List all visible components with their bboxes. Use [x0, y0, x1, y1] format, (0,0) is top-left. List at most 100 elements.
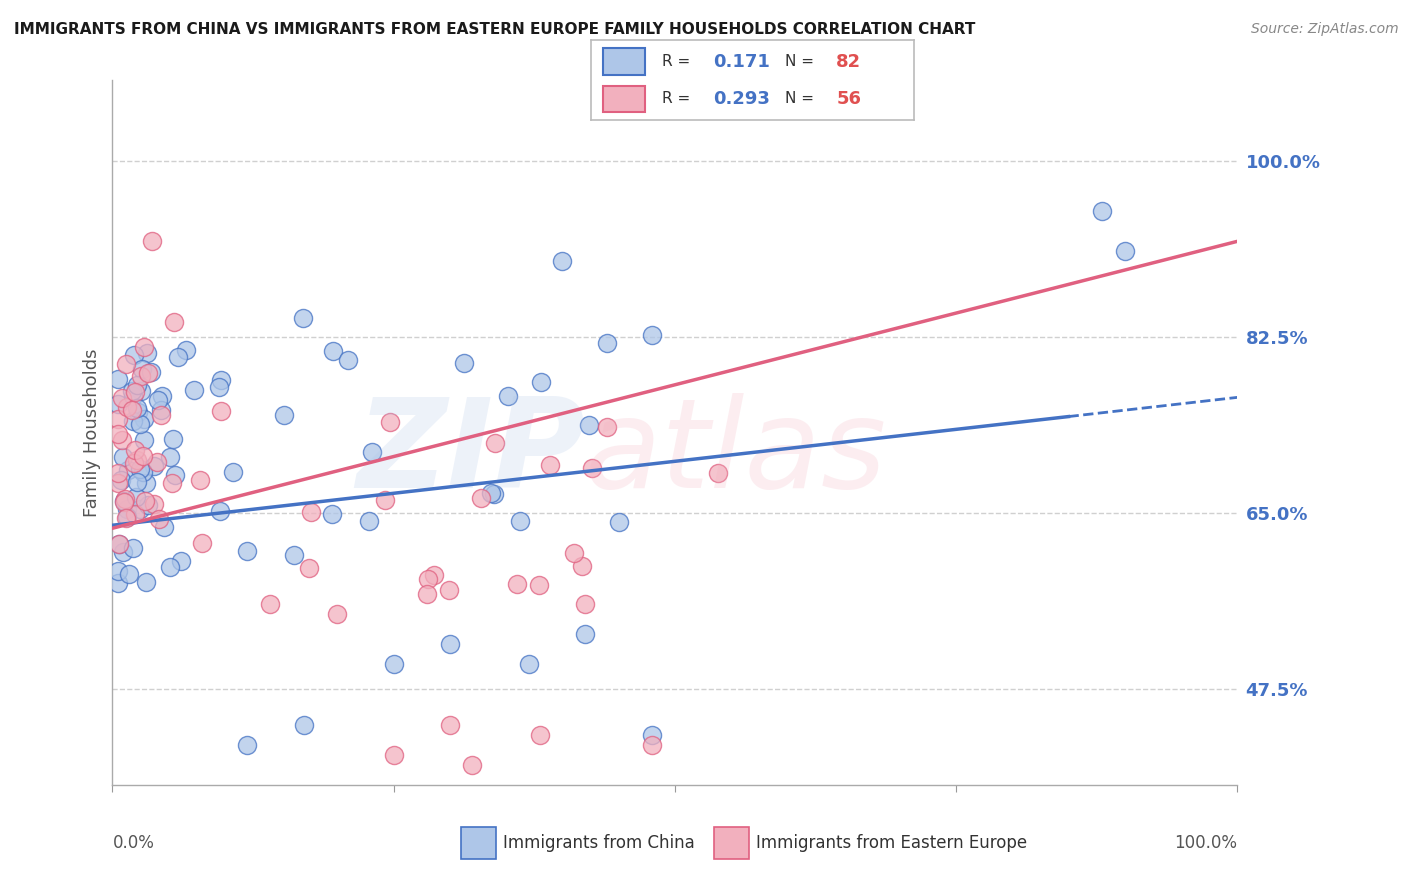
Text: R =: R =: [662, 91, 695, 106]
Point: [141, 235, 163, 249]
Point: [578, 418, 600, 433]
Point: [439, 582, 461, 597]
Point: [208, 380, 231, 394]
Point: [461, 757, 484, 772]
Point: [127, 401, 149, 415]
Point: [108, 536, 131, 550]
Point: [107, 426, 129, 441]
Point: [416, 572, 439, 586]
Point: [359, 514, 381, 528]
Point: [115, 509, 138, 524]
Text: 100.0%: 100.0%: [1174, 834, 1237, 852]
Point: [169, 554, 191, 568]
Point: [117, 462, 139, 476]
Point: [112, 493, 135, 508]
Point: [107, 371, 129, 385]
Point: [641, 738, 664, 752]
Point: [146, 455, 169, 469]
Point: [111, 450, 134, 465]
Point: [112, 495, 135, 509]
Point: [139, 365, 162, 379]
Point: [596, 419, 619, 434]
Point: [111, 433, 134, 447]
Point: [707, 467, 730, 481]
Point: [321, 507, 343, 521]
Point: [527, 577, 550, 591]
Point: [509, 514, 531, 528]
Point: [132, 411, 155, 425]
Text: 0.171: 0.171: [713, 53, 770, 70]
Text: IMMIGRANTS FROM CHINA VS IMMIGRANTS FROM EASTERN EUROPE FAMILY HOUSEHOLDS CORREL: IMMIGRANTS FROM CHINA VS IMMIGRANTS FROM…: [14, 22, 976, 37]
Point: [142, 459, 165, 474]
Point: [1114, 244, 1136, 259]
Point: [134, 493, 156, 508]
Point: [453, 356, 475, 370]
Point: [124, 385, 146, 400]
Point: [571, 558, 593, 573]
Text: 0.293: 0.293: [713, 90, 770, 108]
Point: [292, 717, 315, 731]
Point: [135, 574, 157, 589]
Point: [122, 389, 145, 403]
Text: Immigrants from Eastern Europe: Immigrants from Eastern Europe: [756, 834, 1028, 852]
Point: [107, 576, 129, 591]
Point: [298, 561, 321, 575]
Point: [163, 468, 186, 483]
Text: 56: 56: [837, 90, 862, 108]
Point: [152, 520, 174, 534]
Point: [118, 566, 141, 581]
Point: [129, 417, 152, 432]
Text: ZIP: ZIP: [356, 393, 585, 515]
Y-axis label: Family Households: Family Households: [83, 349, 101, 516]
Point: [122, 456, 145, 470]
Point: [1091, 204, 1114, 219]
FancyBboxPatch shape: [603, 48, 645, 75]
Point: [148, 512, 170, 526]
Point: [167, 350, 190, 364]
Point: [506, 576, 529, 591]
Point: [439, 637, 461, 651]
Point: [107, 467, 129, 481]
Point: [125, 491, 148, 505]
Point: [128, 461, 150, 475]
Point: [380, 415, 402, 429]
Point: [150, 389, 173, 403]
Point: [322, 343, 344, 358]
Point: [326, 607, 349, 621]
Point: [125, 452, 148, 467]
Point: [114, 511, 136, 525]
Point: [122, 348, 145, 362]
Point: [135, 476, 157, 491]
Point: [574, 627, 596, 641]
Point: [283, 548, 305, 562]
Point: [361, 445, 384, 459]
FancyBboxPatch shape: [603, 86, 645, 112]
Text: atlas: atlas: [585, 393, 887, 515]
Point: [129, 384, 152, 399]
Point: [190, 473, 212, 487]
Point: [132, 466, 155, 480]
Point: [107, 476, 129, 491]
Point: [136, 345, 159, 359]
Text: N =: N =: [785, 91, 818, 106]
Text: Source: ZipAtlas.com: Source: ZipAtlas.com: [1251, 22, 1399, 37]
Point: [136, 498, 159, 512]
Point: [641, 327, 664, 342]
Point: [641, 728, 664, 742]
Point: [439, 717, 461, 731]
Point: [108, 537, 131, 551]
Point: [149, 408, 172, 422]
Point: [209, 504, 232, 518]
Point: [484, 487, 506, 501]
Point: [114, 491, 136, 506]
Point: [132, 340, 155, 354]
Point: [122, 413, 145, 427]
Point: [112, 545, 135, 559]
Point: [122, 541, 145, 555]
Point: [131, 362, 153, 376]
Text: 0.0%: 0.0%: [112, 834, 155, 852]
Point: [336, 353, 359, 368]
Point: [423, 567, 446, 582]
Point: [162, 432, 184, 446]
Point: [160, 476, 183, 491]
